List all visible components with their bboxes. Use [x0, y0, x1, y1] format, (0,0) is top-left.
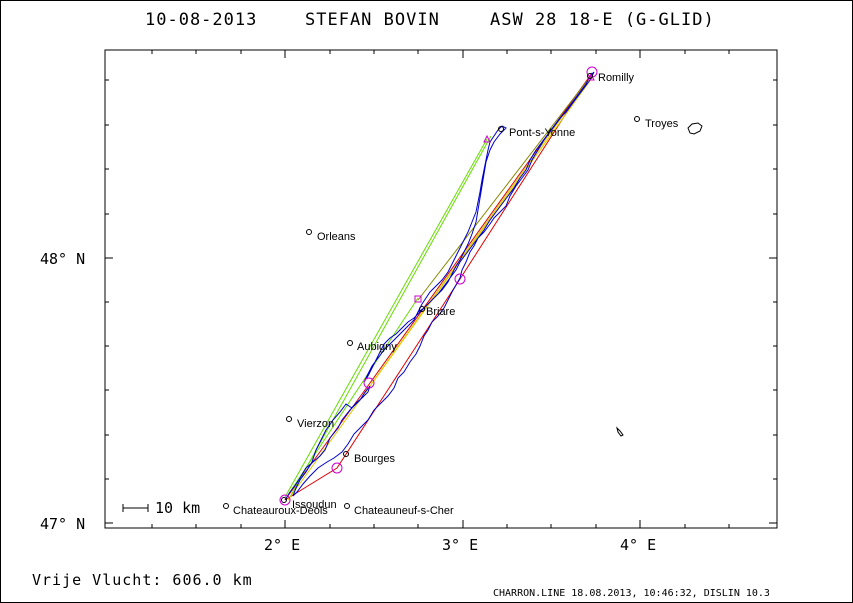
distance-label: Vrije Vlucht: 606.0 km	[32, 571, 253, 589]
flight-track	[284, 71, 595, 501]
lat-label-47: 47° N	[40, 515, 85, 533]
city-issoudun: Issoudun	[292, 499, 337, 511]
route-line-yellow-2	[287, 77, 593, 501]
turnpoint-aubigny	[363, 377, 375, 389]
scale-bar	[122, 504, 149, 512]
plot-area	[104, 49, 778, 529]
route-line-green-2	[289, 135, 492, 498]
turnpoint-triangle-1	[483, 134, 491, 143]
city-chateauroux-deols: Chateauroux-Deols	[233, 505, 328, 517]
city-pont-s-yonne: Pont-s-Yonne	[509, 127, 575, 139]
lon-label-4: 4° E	[620, 536, 656, 554]
turnpoint-briare	[454, 273, 466, 285]
city-markers	[223, 73, 640, 509]
city-orleans: Orleans	[317, 231, 356, 243]
lon-label-3: 3° E	[442, 536, 478, 554]
route-line-green-3	[287, 297, 419, 496]
turnpoint-bourges	[331, 462, 343, 474]
file-info: CHARRON.LINE 18.08.2013, 10:46:32, DISLI…	[493, 588, 770, 599]
glider-info: ASW 28 18-E (G-GLID)	[490, 10, 715, 30]
city-chateauneuf-s-cher: Chateauneuf-s-Cher	[354, 505, 454, 517]
city-troyes: Troyes	[645, 118, 679, 130]
scale-label: 10 km	[155, 499, 200, 517]
turnpoint-start	[279, 494, 291, 506]
city-aubigny: Aubigny	[357, 341, 397, 353]
route-line-green-1	[284, 138, 488, 498]
city-briare: Briare	[426, 306, 455, 318]
flight-date: 10-08-2013	[145, 10, 257, 30]
city-vierzon: Vierzon	[297, 418, 334, 430]
small-feature	[616, 426, 624, 437]
city-romilly: Romilly	[598, 72, 635, 84]
city-bourges: Bourges	[354, 453, 395, 465]
lon-label-2: 2° E	[264, 536, 300, 554]
turnpoint-square-1	[414, 295, 422, 303]
lat-label-48: 48° N	[40, 250, 85, 268]
pilot-name: STEFAN BOVIN	[305, 10, 440, 30]
axis-ticks	[105, 50, 777, 528]
troyes-area	[687, 122, 703, 135]
route-line-olive	[417, 76, 591, 301]
